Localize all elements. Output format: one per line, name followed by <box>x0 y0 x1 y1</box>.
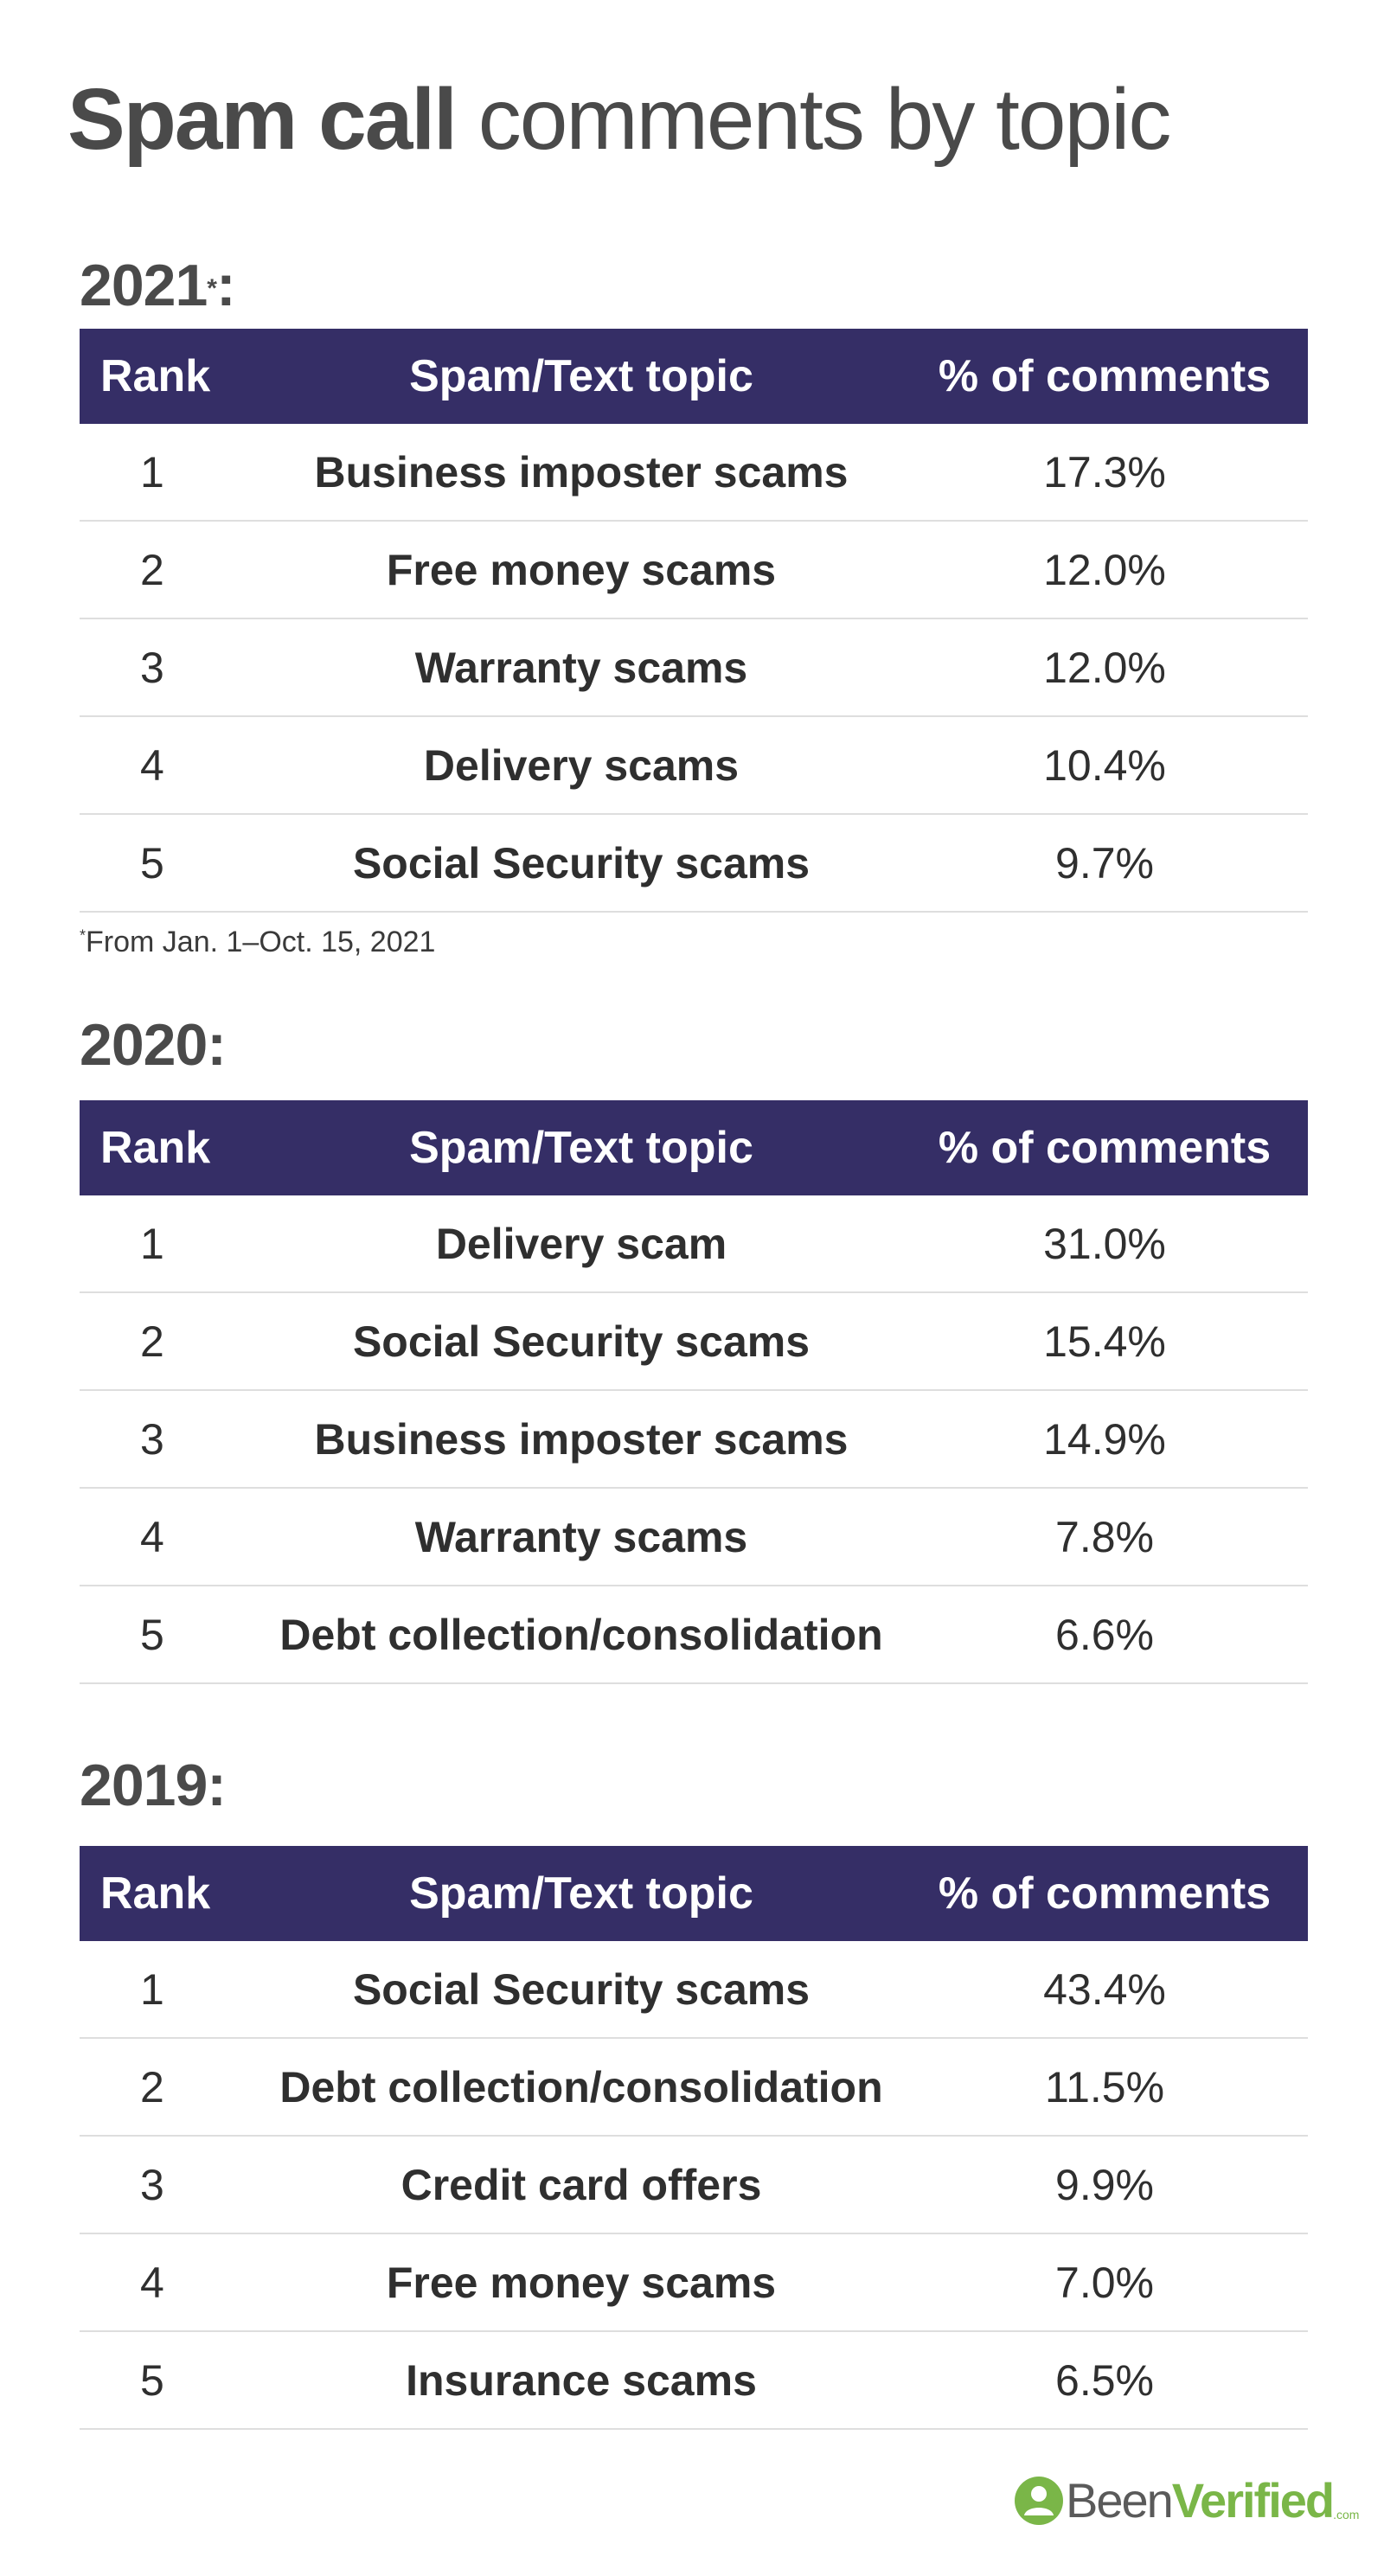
table-row: 1 Social Security scams 43.4% <box>80 1941 1308 2039</box>
table-row: 5 Social Security scams 9.7% <box>80 815 1308 913</box>
cell-pct: 17.3% <box>1043 447 1166 497</box>
cell-rank: 5 <box>140 1610 164 1659</box>
cell-topic: Free money scams <box>386 2258 777 2307</box>
table-2021: Rank Spam/Text topic % of comments 1 Busines… <box>80 329 1308 913</box>
cell-topic: Business imposter scams <box>314 447 849 497</box>
logo-text-com: .com <box>1333 2508 1360 2522</box>
table-2020: Rank Spam/Text topic % of comments 1 Deliver… <box>80 1100 1308 1684</box>
cell-rank: 5 <box>140 2355 164 2405</box>
cell-rank: 5 <box>140 838 164 888</box>
page-title: Spam call comments by topic <box>67 67 1172 171</box>
cell-rank: 4 <box>140 1512 164 1561</box>
cell-pct: 14.9% <box>1043 1414 1166 1464</box>
header-rank: Rank <box>100 1868 211 1919</box>
cell-pct: 10.4% <box>1043 740 1166 790</box>
cell-topic: Social Security scams <box>352 838 811 888</box>
table-2019: Rank Spam/Text topic % of comments 1 Social … <box>80 1846 1308 2430</box>
footnote-mark: * <box>80 926 86 945</box>
year-label: 2019 <box>80 1753 208 1818</box>
logo-text-been: Been <box>1066 2473 1174 2528</box>
table-row: 4 Warranty scams 7.8% <box>80 1489 1308 1586</box>
title-light: comments by topic <box>477 71 1172 168</box>
table-row: 2 Social Security scams 15.4% <box>80 1293 1308 1391</box>
cell-rank: 2 <box>140 2062 164 2111</box>
year-footnote-mark: * <box>207 274 217 303</box>
cell-topic: Credit card offers <box>400 2160 762 2209</box>
cell-pct: 43.4% <box>1043 1964 1166 2014</box>
cell-pct: 9.7% <box>1055 838 1154 888</box>
cell-rank: 1 <box>140 1964 164 2014</box>
table-row: 4 Free money scams 7.0% <box>80 2234 1308 2332</box>
cell-pct: 6.5% <box>1055 2355 1154 2405</box>
cell-rank: 4 <box>140 2258 164 2307</box>
cell-topic: Delivery scams <box>423 740 740 790</box>
title-bold: Spam call <box>67 71 458 168</box>
cell-pct: 11.5% <box>1044 2062 1165 2111</box>
year-colon: : <box>207 1012 227 1078</box>
cell-pct: 12.0% <box>1043 545 1166 594</box>
cell-pct: 7.8% <box>1055 1512 1154 1561</box>
cell-rank: 3 <box>140 643 164 692</box>
logo-text-verified: Verified <box>1171 2473 1335 2528</box>
header-pct: % of comments <box>938 351 1272 401</box>
table-header: Rank Spam/Text topic % of comments <box>80 329 1308 424</box>
table-row: 1 Delivery scam 31.0% <box>80 1195 1308 1293</box>
year-label: 2020 <box>80 1012 208 1078</box>
table-row: 5 Debt collection/consolidation 6.6% <box>80 1586 1308 1684</box>
cell-rank: 3 <box>140 1414 164 1464</box>
header-pct: % of comments <box>938 1868 1272 1919</box>
footnote: *From Jan. 1–Oct. 15, 2021 <box>80 926 435 959</box>
header-topic: Spam/Text topic <box>409 1123 753 1173</box>
cell-topic: Warranty scams <box>414 643 748 692</box>
cell-topic: Social Security scams <box>352 1317 811 1366</box>
cell-rank: 3 <box>140 2160 164 2209</box>
table-row: 4 Delivery scams 10.4% <box>80 717 1308 815</box>
cell-topic: Debt collection/consolidation <box>279 1610 883 1659</box>
cell-topic: Free money scams <box>386 545 777 594</box>
cell-topic: Warranty scams <box>414 1512 748 1561</box>
year-heading-2020: 2020: <box>80 1010 227 1080</box>
cell-pct: 15.4% <box>1043 1317 1166 1366</box>
cell-topic: Debt collection/consolidation <box>279 2062 883 2111</box>
cell-pct: 31.0% <box>1043 1219 1166 1268</box>
cell-rank: 4 <box>140 740 164 790</box>
header-rank: Rank <box>100 1123 211 1173</box>
cell-pct: 9.9% <box>1055 2160 1154 2209</box>
footnote-text: From Jan. 1–Oct. 15, 2021 <box>86 926 436 958</box>
year-heading-2021: 2021*: <box>80 251 236 320</box>
cell-topic: Delivery scam <box>435 1219 727 1268</box>
cell-rank: 2 <box>140 1317 164 1366</box>
cell-rank: 2 <box>140 545 164 594</box>
beenverified-logo: Been Verified .com <box>1014 2472 1359 2528</box>
header-topic: Spam/Text topic <box>409 351 753 401</box>
cell-rank: 1 <box>140 1219 164 1268</box>
table-row: 3 Business imposter scams 14.9% <box>80 1391 1308 1489</box>
year-colon: : <box>215 253 236 318</box>
table-row: 1 Business imposter scams 17.3% <box>80 424 1308 522</box>
year-heading-2019: 2019: <box>80 1751 227 1820</box>
cell-topic: Insurance scams <box>406 2355 757 2405</box>
cell-pct: 6.6% <box>1055 1610 1154 1659</box>
person-circle-icon <box>1015 2476 1063 2525</box>
table-row: 5 Insurance scams 6.5% <box>80 2332 1308 2430</box>
cell-rank: 1 <box>140 447 164 497</box>
table-header: Rank Spam/Text topic % of comments <box>80 1846 1308 1941</box>
table-row: 2 Debt collection/consolidation 11.5% <box>80 2039 1308 2137</box>
year-colon: : <box>207 1753 227 1818</box>
table-row: 2 Free money scams 12.0% <box>80 522 1308 619</box>
table-row: 3 Credit card offers 9.9% <box>80 2137 1308 2234</box>
cell-topic: Business imposter scams <box>314 1414 849 1464</box>
cell-topic: Social Security scams <box>352 1964 811 2014</box>
header-pct: % of comments <box>938 1123 1272 1173</box>
table-header: Rank Spam/Text topic % of comments <box>80 1100 1308 1195</box>
table-row: 3 Warranty scams 12.0% <box>80 619 1308 717</box>
year-label: 2021 <box>80 253 208 318</box>
cell-pct: 7.0% <box>1055 2258 1154 2307</box>
cell-pct: 12.0% <box>1043 643 1166 692</box>
header-topic: Spam/Text topic <box>409 1868 753 1919</box>
header-rank: Rank <box>100 351 211 401</box>
